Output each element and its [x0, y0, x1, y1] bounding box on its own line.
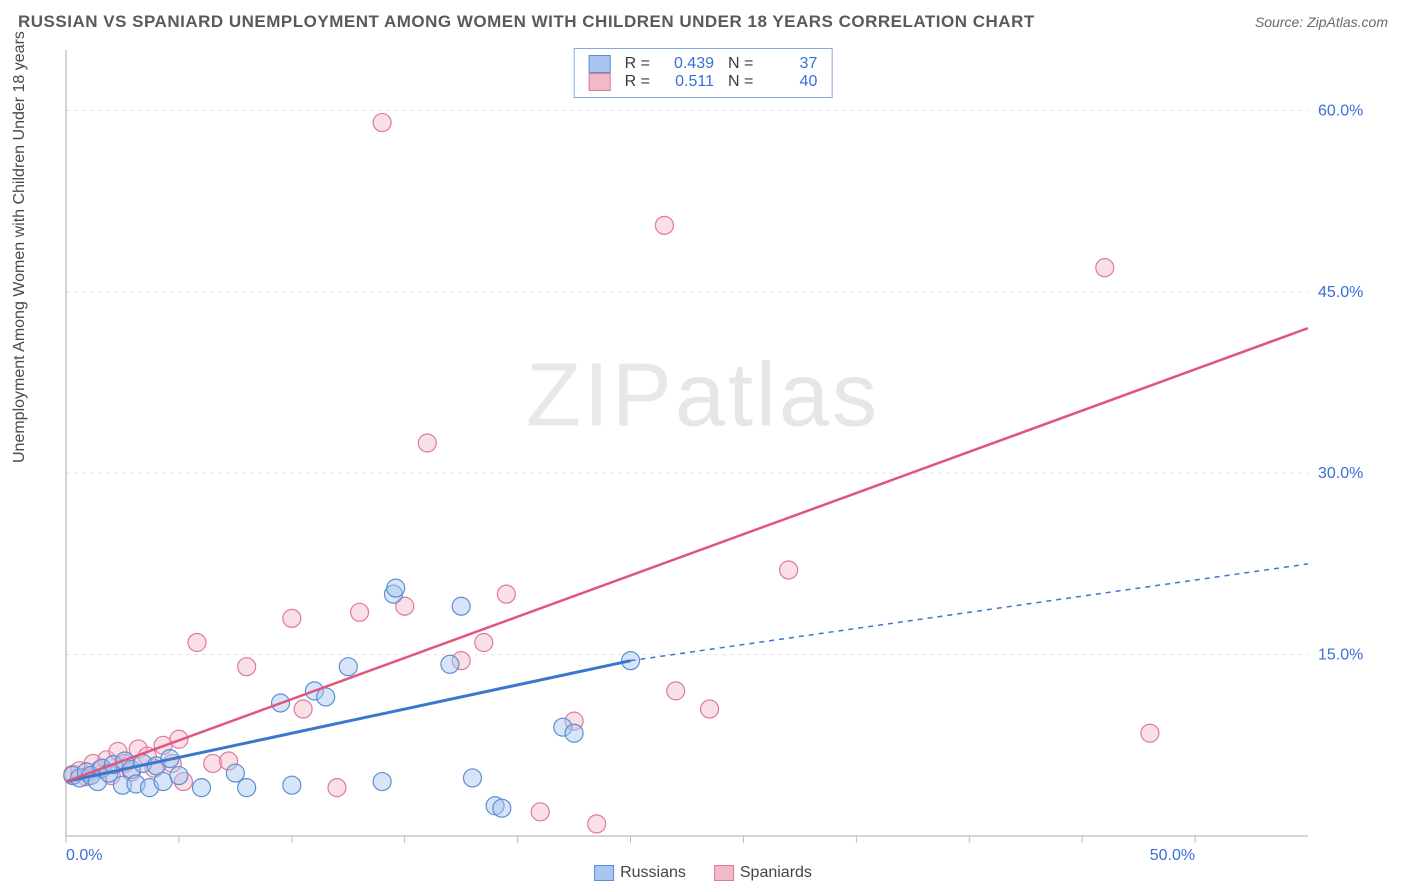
svg-text:15.0%: 15.0% [1318, 647, 1363, 664]
svg-text:0.0%: 0.0% [66, 847, 102, 864]
svg-text:30.0%: 30.0% [1318, 465, 1363, 482]
svg-text:50.0%: 50.0% [1150, 847, 1195, 864]
legend-row-spaniards: R = 0.511 N = 40 [589, 73, 818, 91]
r-value-spaniards: 0.511 [664, 73, 714, 91]
legend-item-russians: Russians [594, 864, 686, 882]
legend-swatch-spaniards [589, 73, 611, 91]
legend-item-spaniards: Spaniards [714, 864, 812, 882]
legend-row-russians: R = 0.439 N = 37 [589, 55, 818, 73]
n-value-russians: 37 [767, 55, 817, 73]
y-axis-label: Unemployment Among Women with Children U… [11, 31, 29, 463]
legend-correlation: R = 0.439 N = 37 R = 0.511 N = 40 [574, 48, 833, 98]
legend-series: Russians Spaniards [594, 864, 812, 882]
page-title: RUSSIAN VS SPANIARD UNEMPLOYMENT AMONG W… [18, 12, 1035, 32]
chart-container: Unemployment Among Women with Children U… [18, 44, 1388, 882]
svg-text:60.0%: 60.0% [1318, 102, 1363, 119]
r-value-russians: 0.439 [664, 55, 714, 73]
source-label: Source: ZipAtlas.com [1255, 14, 1388, 30]
n-value-spaniards: 40 [767, 73, 817, 91]
legend-swatch-russians [589, 55, 611, 73]
scatter-chart: 0.0% 50.0% 15.0% 30.0% 45.0% 60.0% [18, 44, 1388, 882]
svg-text:45.0%: 45.0% [1318, 284, 1363, 301]
